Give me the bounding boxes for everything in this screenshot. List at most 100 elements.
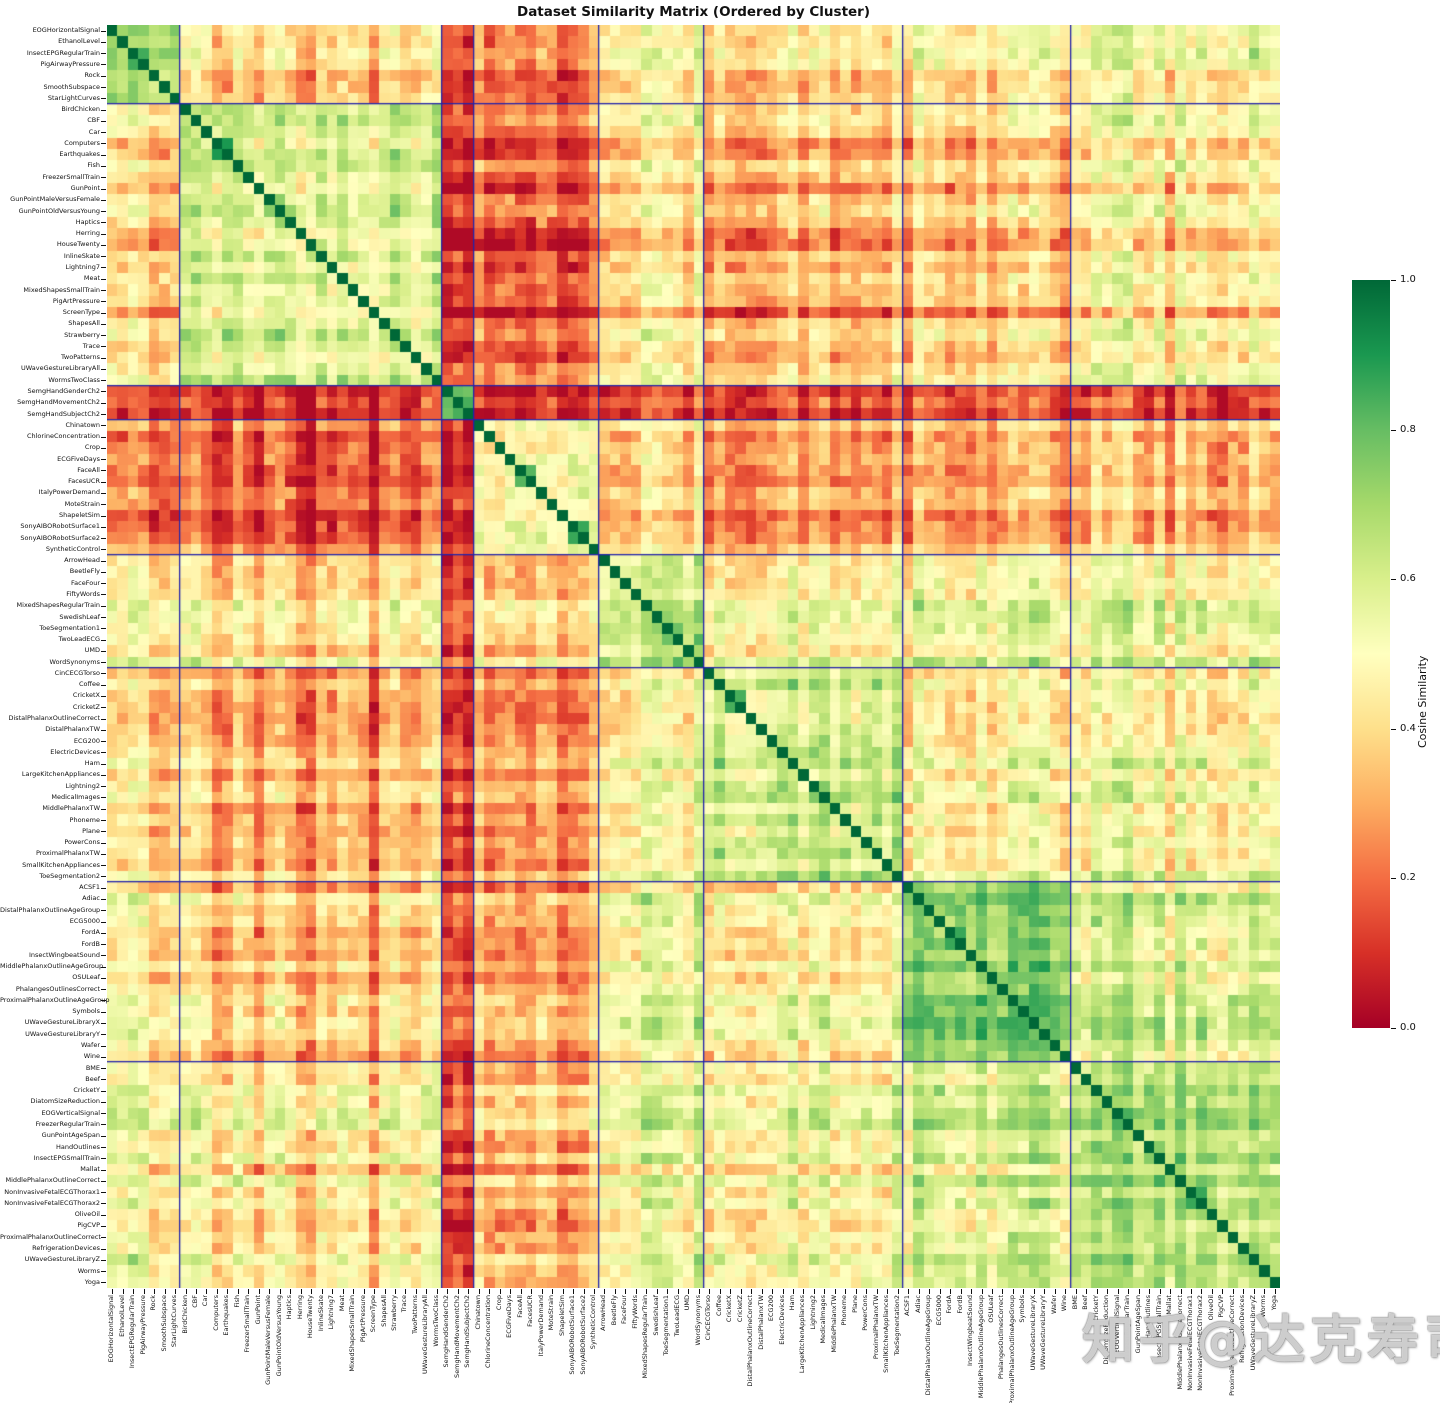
x-tick-mark xyxy=(311,1289,312,1294)
x-tick-mark xyxy=(269,1289,270,1294)
x-tick-label: SonyAIBORobotSurface1 xyxy=(568,1295,577,1375)
y-tick-label: Herring xyxy=(75,229,100,238)
y-tick-mark xyxy=(101,493,106,494)
y-tick-mark xyxy=(101,662,106,663)
y-tick-label: ArrowHead xyxy=(64,556,100,565)
y-tick-label: PhalangesOutlinesCorrect xyxy=(15,984,100,993)
x-tick-mark xyxy=(206,1289,207,1294)
x-tick-label: MiddlePhalanxTW xyxy=(829,1295,838,1353)
x-tick-label: DistalPhalanxOutlineCorrect xyxy=(746,1295,755,1387)
x-tick-mark xyxy=(835,1289,836,1294)
x-tick-mark xyxy=(1118,1289,1119,1294)
x-tick-label: ECGFiveDays xyxy=(505,1295,514,1338)
y-tick-label: SonyAIBORobotSurface1 xyxy=(20,522,100,531)
x-tick-label: Lightning7 xyxy=(327,1295,336,1330)
x-tick-label: Wafer xyxy=(1049,1295,1058,1314)
x-tick-label: Coffee xyxy=(714,1295,723,1316)
x-tick-mark xyxy=(353,1289,354,1294)
x-tick-mark xyxy=(1170,1289,1171,1294)
x-tick-mark xyxy=(1055,1289,1056,1294)
y-tick-mark xyxy=(101,1102,106,1103)
y-tick-label: FacesUCR xyxy=(68,477,100,486)
y-tick-label: BirdChicken xyxy=(61,105,100,114)
y-tick-mark xyxy=(101,1068,106,1069)
x-tick-mark xyxy=(1044,1289,1045,1294)
colorbar-tick-mark xyxy=(1391,878,1396,879)
y-tick-mark xyxy=(101,1170,106,1171)
x-tick-label: StarLightCurves xyxy=(170,1295,179,1348)
y-tick-mark xyxy=(101,391,106,392)
y-tick-label: FreezerSmallTrain xyxy=(42,172,100,181)
x-tick-mark xyxy=(447,1289,448,1294)
y-tick-label: Wafer xyxy=(81,1041,100,1050)
x-tick-label: Haptics xyxy=(285,1295,294,1320)
x-tick-mark xyxy=(1243,1289,1244,1294)
y-tick-label: CinCECGTorso xyxy=(54,668,100,677)
similarity-heatmap-canvas xyxy=(107,25,1280,1288)
x-tick-label: MiddlePhalanxOutlineAgeGroup xyxy=(976,1295,985,1399)
x-tick-mark xyxy=(458,1289,459,1294)
x-tick-mark xyxy=(1254,1289,1255,1294)
y-tick-label: OSULeaf xyxy=(72,973,100,982)
y-tick-mark xyxy=(101,775,106,776)
y-tick-label: ScreenType xyxy=(62,308,100,317)
y-tick-label: EOGVerticalSignal xyxy=(41,1108,100,1117)
colorbar-tick-mark xyxy=(1391,280,1396,281)
y-tick-label: FaceAll xyxy=(77,465,100,474)
y-tick-label: EthanolLevel xyxy=(58,37,100,46)
y-tick-mark xyxy=(101,53,106,54)
x-tick-label: GunPointMaleVersusFemale xyxy=(264,1295,273,1385)
y-tick-label: Meat xyxy=(83,274,100,283)
y-tick-label: ShapeletSim xyxy=(59,511,100,520)
y-tick-label: SonyAIBORobotSurface2 xyxy=(20,533,100,542)
x-tick-mark xyxy=(1149,1289,1150,1294)
x-tick-mark xyxy=(1139,1289,1140,1294)
y-tick-mark xyxy=(101,358,106,359)
y-tick-mark xyxy=(101,448,106,449)
y-tick-label: ECG200 xyxy=(73,736,100,745)
x-tick-mark xyxy=(604,1289,605,1294)
y-tick-mark xyxy=(101,865,106,866)
y-tick-mark xyxy=(101,166,106,167)
y-tick-label: Symbols xyxy=(72,1007,100,1016)
y-tick-label: PigArtPressure xyxy=(52,296,100,305)
y-tick-label: EOGHorizontalSignal xyxy=(32,26,100,35)
x-tick-mark xyxy=(803,1289,804,1294)
x-tick-mark xyxy=(196,1289,197,1294)
y-tick-label: UWaveGestureLibraryX xyxy=(24,1018,100,1027)
y-tick-mark xyxy=(101,301,106,302)
y-tick-label: ShapesAll xyxy=(68,319,100,328)
y-tick-mark xyxy=(101,1282,106,1283)
y-tick-label: MedicalImages xyxy=(51,792,100,801)
y-tick-label: SemgHandGenderCh2 xyxy=(27,386,100,395)
x-tick-mark xyxy=(887,1289,888,1294)
y-tick-label: OliveOil xyxy=(74,1210,100,1219)
y-tick-mark xyxy=(101,527,106,528)
x-tick-mark xyxy=(877,1289,878,1294)
y-tick-label: CBF xyxy=(87,116,100,125)
x-tick-label: Crop xyxy=(494,1295,503,1311)
y-tick-label: Worms xyxy=(77,1266,100,1275)
x-tick-mark xyxy=(573,1289,574,1294)
x-tick-label: BME xyxy=(1070,1295,1079,1310)
y-tick-label: SemgHandMovementCh2 xyxy=(17,398,100,407)
y-tick-mark xyxy=(101,628,106,629)
y-tick-mark xyxy=(101,1113,106,1114)
y-tick-label: Wine xyxy=(83,1052,100,1061)
x-tick-label: GunPoint xyxy=(253,1295,262,1325)
y-tick-label: ProximalPhalanxTW xyxy=(35,849,100,858)
x-tick-label: CBF xyxy=(191,1295,200,1308)
x-tick-label: ShapesAll xyxy=(379,1295,388,1327)
x-tick-label: Earthquakes xyxy=(222,1295,231,1336)
x-tick-label: WordSynonyms xyxy=(693,1295,702,1346)
x-tick-label: MoteStrain xyxy=(547,1295,556,1331)
y-tick-mark xyxy=(101,1192,106,1193)
y-tick-mark xyxy=(101,1034,106,1035)
y-tick-label: UMD xyxy=(84,646,100,655)
y-tick-mark xyxy=(101,809,106,810)
x-tick-mark xyxy=(112,1289,113,1294)
x-tick-mark xyxy=(1023,1289,1024,1294)
y-tick-label: Lightning7 xyxy=(65,262,100,271)
y-tick-mark xyxy=(101,1158,106,1159)
x-tick-label: EthanolLevel xyxy=(117,1295,126,1337)
